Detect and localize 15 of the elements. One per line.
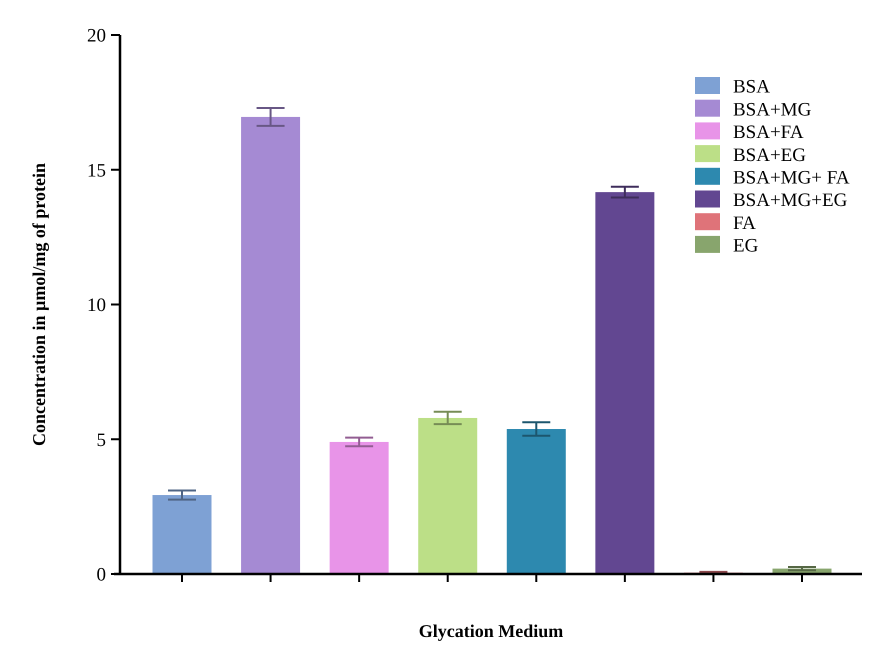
y-tick-label: 10	[87, 295, 106, 316]
legend-label: FA	[733, 212, 756, 234]
legend-label: EG	[733, 236, 759, 257]
legend-label: BSA+FA	[733, 122, 804, 144]
legend-label: BSA+MG	[733, 99, 812, 120]
legend-label: BSA+EG	[733, 144, 806, 166]
legend-label: BSA	[733, 76, 770, 98]
x-axis-title: Glycation Medium	[418, 621, 564, 641]
y-tick-label: 0	[96, 564, 106, 586]
y-axis-title: Concentration in µmol/mg of protein	[29, 162, 49, 446]
y-tick-label: 15	[87, 160, 106, 182]
y-tick-label: 5	[96, 430, 106, 451]
legend-label: BSA+MG+ FA	[733, 167, 850, 188]
y-tick-label: 20	[87, 26, 106, 47]
legend-label: BSA+MG+EG	[733, 190, 848, 212]
